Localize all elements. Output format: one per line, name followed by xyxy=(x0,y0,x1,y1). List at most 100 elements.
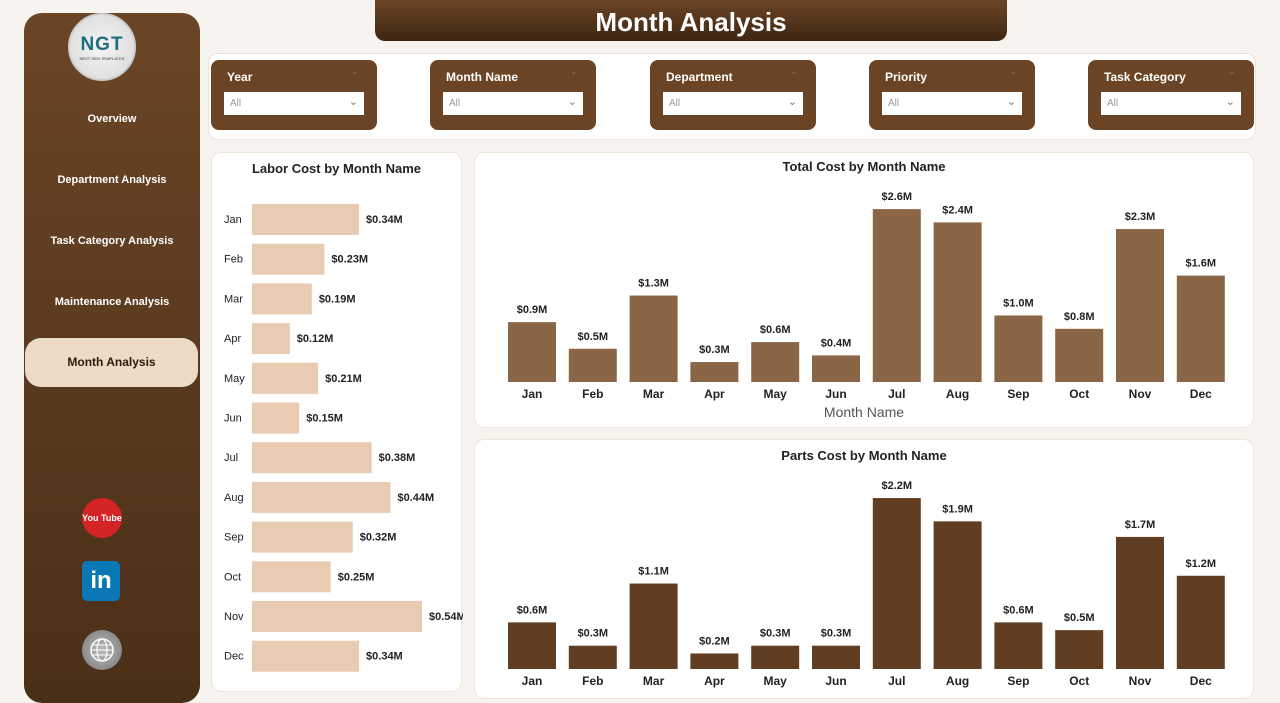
bar xyxy=(994,315,1043,382)
bar xyxy=(252,640,360,672)
data-label: $0.23M xyxy=(331,254,368,266)
bar xyxy=(508,322,556,382)
bar xyxy=(252,243,325,275)
bar xyxy=(629,295,678,382)
bar xyxy=(1055,630,1104,669)
x-tick-label: Jun xyxy=(825,387,846,401)
collapse-chevron-icon[interactable]: ⌄ xyxy=(1008,66,1017,77)
logo-text: NGT xyxy=(80,33,124,55)
data-label: $2.6M xyxy=(882,191,913,203)
data-label: $0.5M xyxy=(578,331,609,343)
bar xyxy=(1055,328,1104,382)
x-tick-label: May xyxy=(764,674,788,688)
data-label: $0.21M xyxy=(325,373,362,385)
task-category-label: Task Category xyxy=(1104,70,1186,84)
y-tick-label: May xyxy=(224,373,245,385)
priority-dropdown[interactable]: All ⌄ xyxy=(882,92,1022,115)
y-tick-label: Dec xyxy=(224,651,244,663)
collapse-chevron-icon[interactable]: ⌄ xyxy=(789,66,798,77)
collapse-chevron-icon[interactable]: ⌄ xyxy=(569,66,578,77)
data-label: $1.9M xyxy=(942,503,973,515)
year-slicer: Year ⌄ All ⌄ xyxy=(211,60,377,130)
x-tick-label: Jul xyxy=(888,674,905,688)
chevron-down-icon: ⌄ xyxy=(1225,96,1235,108)
total-cost-chart: $0.9M Jan $0.5M Feb $1.3M Mar $0.3M Apr $0.6M May… xyxy=(508,191,1225,401)
bar xyxy=(252,323,290,355)
globe-icon[interactable] xyxy=(82,630,122,670)
bar xyxy=(933,521,982,669)
priority-label: Priority xyxy=(885,70,928,84)
bar xyxy=(812,645,860,669)
bar xyxy=(252,283,312,315)
x-tick-label: Dec xyxy=(1190,387,1212,401)
x-tick-label: Aug xyxy=(946,387,969,401)
bar xyxy=(252,521,353,553)
data-label: $0.2M xyxy=(699,635,730,647)
bar xyxy=(1116,229,1164,382)
month-name-dropdown[interactable]: All ⌄ xyxy=(443,92,583,115)
nav-maintenance-analysis[interactable]: Maintenance Analysis xyxy=(54,296,170,308)
nav-overview[interactable]: Overview xyxy=(87,113,137,125)
data-label: $2.2M xyxy=(882,480,913,492)
collapse-chevron-icon[interactable]: ⌄ xyxy=(1227,66,1236,77)
data-label: $0.34M xyxy=(366,214,403,226)
logo: NGT NEXT GEN TEMPLATES xyxy=(68,13,136,81)
chevron-down-icon: ⌄ xyxy=(348,96,358,108)
parts-chart-title: Parts Cost by Month Name xyxy=(781,448,947,463)
y-tick-label: Aug xyxy=(224,492,244,504)
y-tick-label: Sep xyxy=(224,532,244,544)
y-tick-label: Jun xyxy=(224,413,242,425)
sidebar: NGT NEXT GEN TEMPLATES Overview Departmen… xyxy=(24,13,200,703)
chevron-down-icon: ⌄ xyxy=(787,96,797,108)
x-tick-label: May xyxy=(764,387,788,401)
department-slicer: Department ⌄ All ⌄ xyxy=(650,60,816,130)
x-tick-label: Dec xyxy=(1190,674,1212,688)
x-tick-label: Apr xyxy=(704,387,725,401)
x-tick-label: Jan xyxy=(522,674,543,688)
priority-slicer: Priority ⌄ All ⌄ xyxy=(869,60,1035,130)
department-dropdown[interactable]: All ⌄ xyxy=(663,92,803,115)
x-tick-label: Aug xyxy=(946,674,969,688)
data-label: $1.7M xyxy=(1125,519,1156,531)
nav-department-analysis[interactable]: Department Analysis xyxy=(57,174,167,186)
nav-month-analysis[interactable]: Month Analysis xyxy=(25,338,198,387)
data-label: $0.3M xyxy=(699,344,730,356)
youtube-label: You Tube xyxy=(82,513,122,523)
data-label: $0.3M xyxy=(578,628,609,640)
data-label: $1.0M xyxy=(1003,298,1034,310)
bar xyxy=(872,498,921,669)
year-dropdown[interactable]: All ⌄ xyxy=(224,92,364,115)
collapse-chevron-icon[interactable]: ⌄ xyxy=(350,66,359,77)
month-name-value: All xyxy=(449,98,461,109)
x-tick-label: Sep xyxy=(1007,674,1029,688)
data-label: $0.38M xyxy=(379,452,416,464)
data-label: $0.6M xyxy=(1003,604,1034,616)
y-tick-label: Mar xyxy=(224,293,243,305)
data-label: $1.6M xyxy=(1186,258,1217,270)
data-label: $1.2M xyxy=(1186,558,1217,570)
data-label: $0.6M xyxy=(517,604,548,616)
labor-chart-title: Labor Cost by Month Name xyxy=(251,161,421,176)
linkedin-label: in xyxy=(90,567,112,594)
data-label: $0.34M xyxy=(366,651,403,663)
y-tick-label: Jan xyxy=(224,214,242,226)
nav-task-category-analysis[interactable]: Task Category Analysis xyxy=(50,235,174,247)
x-tick-label: Apr xyxy=(704,674,725,688)
bar xyxy=(1176,575,1225,669)
page-title: Month Analysis xyxy=(375,0,1007,41)
y-tick-label: Oct xyxy=(224,571,241,583)
youtube-icon[interactable]: You Tube xyxy=(82,498,122,538)
bar xyxy=(629,583,678,669)
data-label: $0.54M xyxy=(429,611,463,623)
bar xyxy=(252,442,372,474)
linkedin-icon[interactable]: in xyxy=(82,561,120,601)
year-value: All xyxy=(230,98,242,109)
bar xyxy=(751,645,800,669)
y-tick-label: Jul xyxy=(224,452,238,464)
data-label: $0.3M xyxy=(821,628,852,640)
total-chart-title: Total Cost by Month Name xyxy=(782,159,946,174)
task-category-slicer: Task Category ⌄ All ⌄ xyxy=(1088,60,1254,130)
bar xyxy=(690,362,739,382)
bar xyxy=(1176,275,1225,382)
task-category-dropdown[interactable]: All ⌄ xyxy=(1101,92,1241,115)
